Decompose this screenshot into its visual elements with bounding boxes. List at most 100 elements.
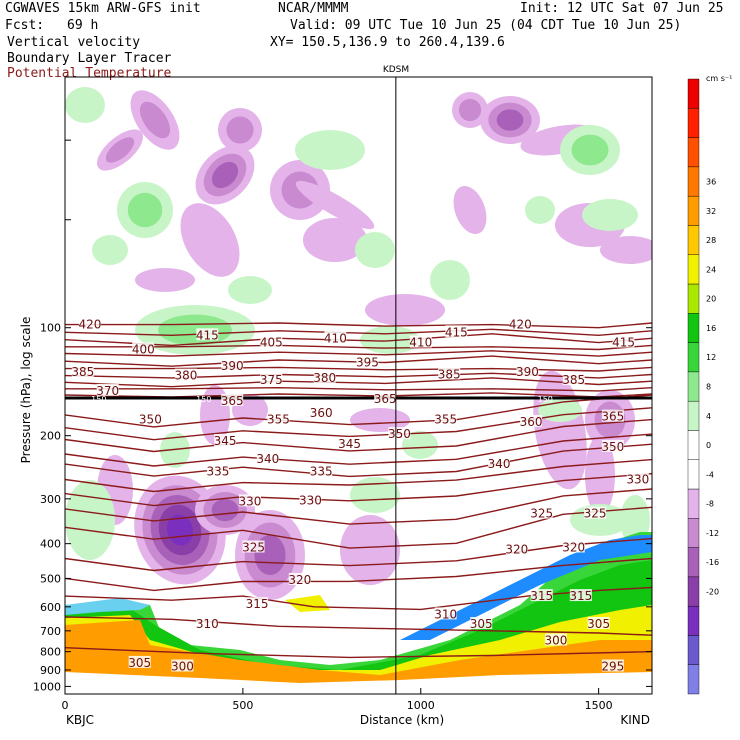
theta-label: 365 (221, 394, 244, 408)
tracer-cyan-wedge (65, 598, 150, 615)
velocity-cell (585, 435, 615, 515)
theta-label: 345 (338, 437, 361, 451)
theta-label-bg (544, 633, 567, 646)
theta-label-bg (587, 617, 610, 630)
theta-label-bg (601, 439, 624, 452)
colorbar-label: 24 (706, 265, 716, 274)
velocity-cell (65, 480, 115, 560)
theta-label: 395 (356, 355, 379, 369)
header-valid: Valid: 09 UTC Tue 10 Jun 25 (04 CDT Tue … (290, 18, 682, 33)
theta-label-bg (221, 359, 244, 372)
colorbar-swatch (687, 254, 700, 285)
theta-label-bg (626, 472, 649, 485)
theta-contour (65, 557, 652, 592)
colorbar-swatch (687, 342, 700, 373)
velocity-cell (228, 276, 272, 304)
theta-contour (65, 443, 652, 478)
velocity-cell (303, 218, 367, 262)
theta-label: 335 (310, 465, 333, 479)
colorbar-swatch (687, 400, 700, 431)
theta-label-bg (238, 494, 261, 507)
theta-label: 370 (96, 384, 119, 398)
theta-label: 350 (139, 412, 162, 426)
colorbar-unit: cm s⁻¹ (706, 74, 732, 83)
theta-label-bg (569, 589, 592, 602)
theta-label-bg (246, 597, 269, 610)
colorbar-swatch (687, 605, 700, 636)
velocity-cell (340, 515, 400, 585)
theta-contour (65, 377, 652, 388)
theta-label-bg (206, 464, 229, 477)
theta-label: 385 (71, 365, 94, 379)
theta-label: 355 (434, 412, 457, 426)
velocity-cell (355, 232, 395, 268)
theta-label-bg (530, 589, 553, 602)
colorbar-label: 16 (706, 324, 716, 333)
chart-title: KDSM (383, 65, 409, 75)
theta-label: 420 (509, 318, 532, 332)
theta-label: 330 (299, 493, 322, 507)
colorbar-swatch (687, 313, 700, 343)
colorbar-swatch (687, 371, 700, 402)
colorbar-label: -8 (706, 500, 714, 509)
velocity-cell (127, 192, 163, 228)
theta-label: 305 (470, 617, 493, 631)
theta-label-bg (488, 457, 511, 470)
theta-label: 385 (438, 367, 461, 381)
theta-contour (65, 372, 652, 379)
theta-label-bg (434, 607, 457, 620)
colorbar-swatch (687, 518, 700, 548)
colorbar-label: 4 (706, 412, 711, 421)
theta-label-bg (445, 325, 468, 338)
tracer-label: 150 (196, 395, 211, 404)
theta-contour (65, 506, 652, 549)
theta-label: 375 (260, 373, 283, 387)
theta-contour (65, 407, 652, 441)
theta-label: 365 (601, 410, 624, 424)
colorbar-label: 36 (706, 178, 716, 187)
velocity-cell (365, 294, 445, 326)
velocity-cell (350, 408, 410, 432)
theta-contour (65, 328, 652, 337)
velocity-cell (65, 87, 105, 123)
theta-label: 320 (562, 541, 585, 555)
velocity-cell (211, 161, 239, 189)
theta-label: 330 (239, 494, 262, 508)
velocity-cell (525, 196, 555, 224)
theta-label: 305 (128, 656, 151, 670)
theta-label-bg (388, 427, 411, 440)
theta-label-bg (520, 414, 543, 427)
header-model: CGWAVES 15km ARW-GFS init (5, 1, 201, 16)
colorbar-swatch (687, 78, 700, 109)
theta-label-bg (505, 542, 528, 555)
theta-label-bg (310, 464, 333, 477)
theta-label: 360 (520, 415, 543, 429)
theta-label-bg (196, 617, 219, 630)
plot-frame (64, 76, 653, 695)
velocity-cell (533, 370, 587, 490)
theta-label-bg (374, 391, 397, 404)
y-tick-label: 900 (40, 664, 61, 677)
theta-label: 340 (488, 457, 511, 471)
theta-label-bg (242, 540, 265, 553)
velocity-cell (105, 137, 135, 163)
theta-contour (65, 386, 652, 392)
theta-contour (65, 366, 652, 372)
theta-label: 385 (562, 373, 585, 387)
theta-contour (65, 418, 652, 453)
tracer-label: 150 (538, 395, 553, 404)
velocity-cell (350, 477, 400, 513)
theta-label-bg (562, 540, 585, 553)
theta-label: 405 (260, 336, 283, 350)
y-tick-label: 700 (40, 625, 61, 638)
theta-label: 365 (374, 392, 397, 406)
colorbar-swatch (687, 635, 700, 665)
theta-label: 300 (171, 659, 194, 673)
theta-label-bg (516, 365, 539, 378)
theta-label-bg (509, 317, 532, 330)
theta-contour (65, 433, 652, 467)
theta-label-bg (313, 370, 336, 383)
theta-label: 315 (530, 589, 553, 603)
velocity-cell (402, 431, 438, 459)
